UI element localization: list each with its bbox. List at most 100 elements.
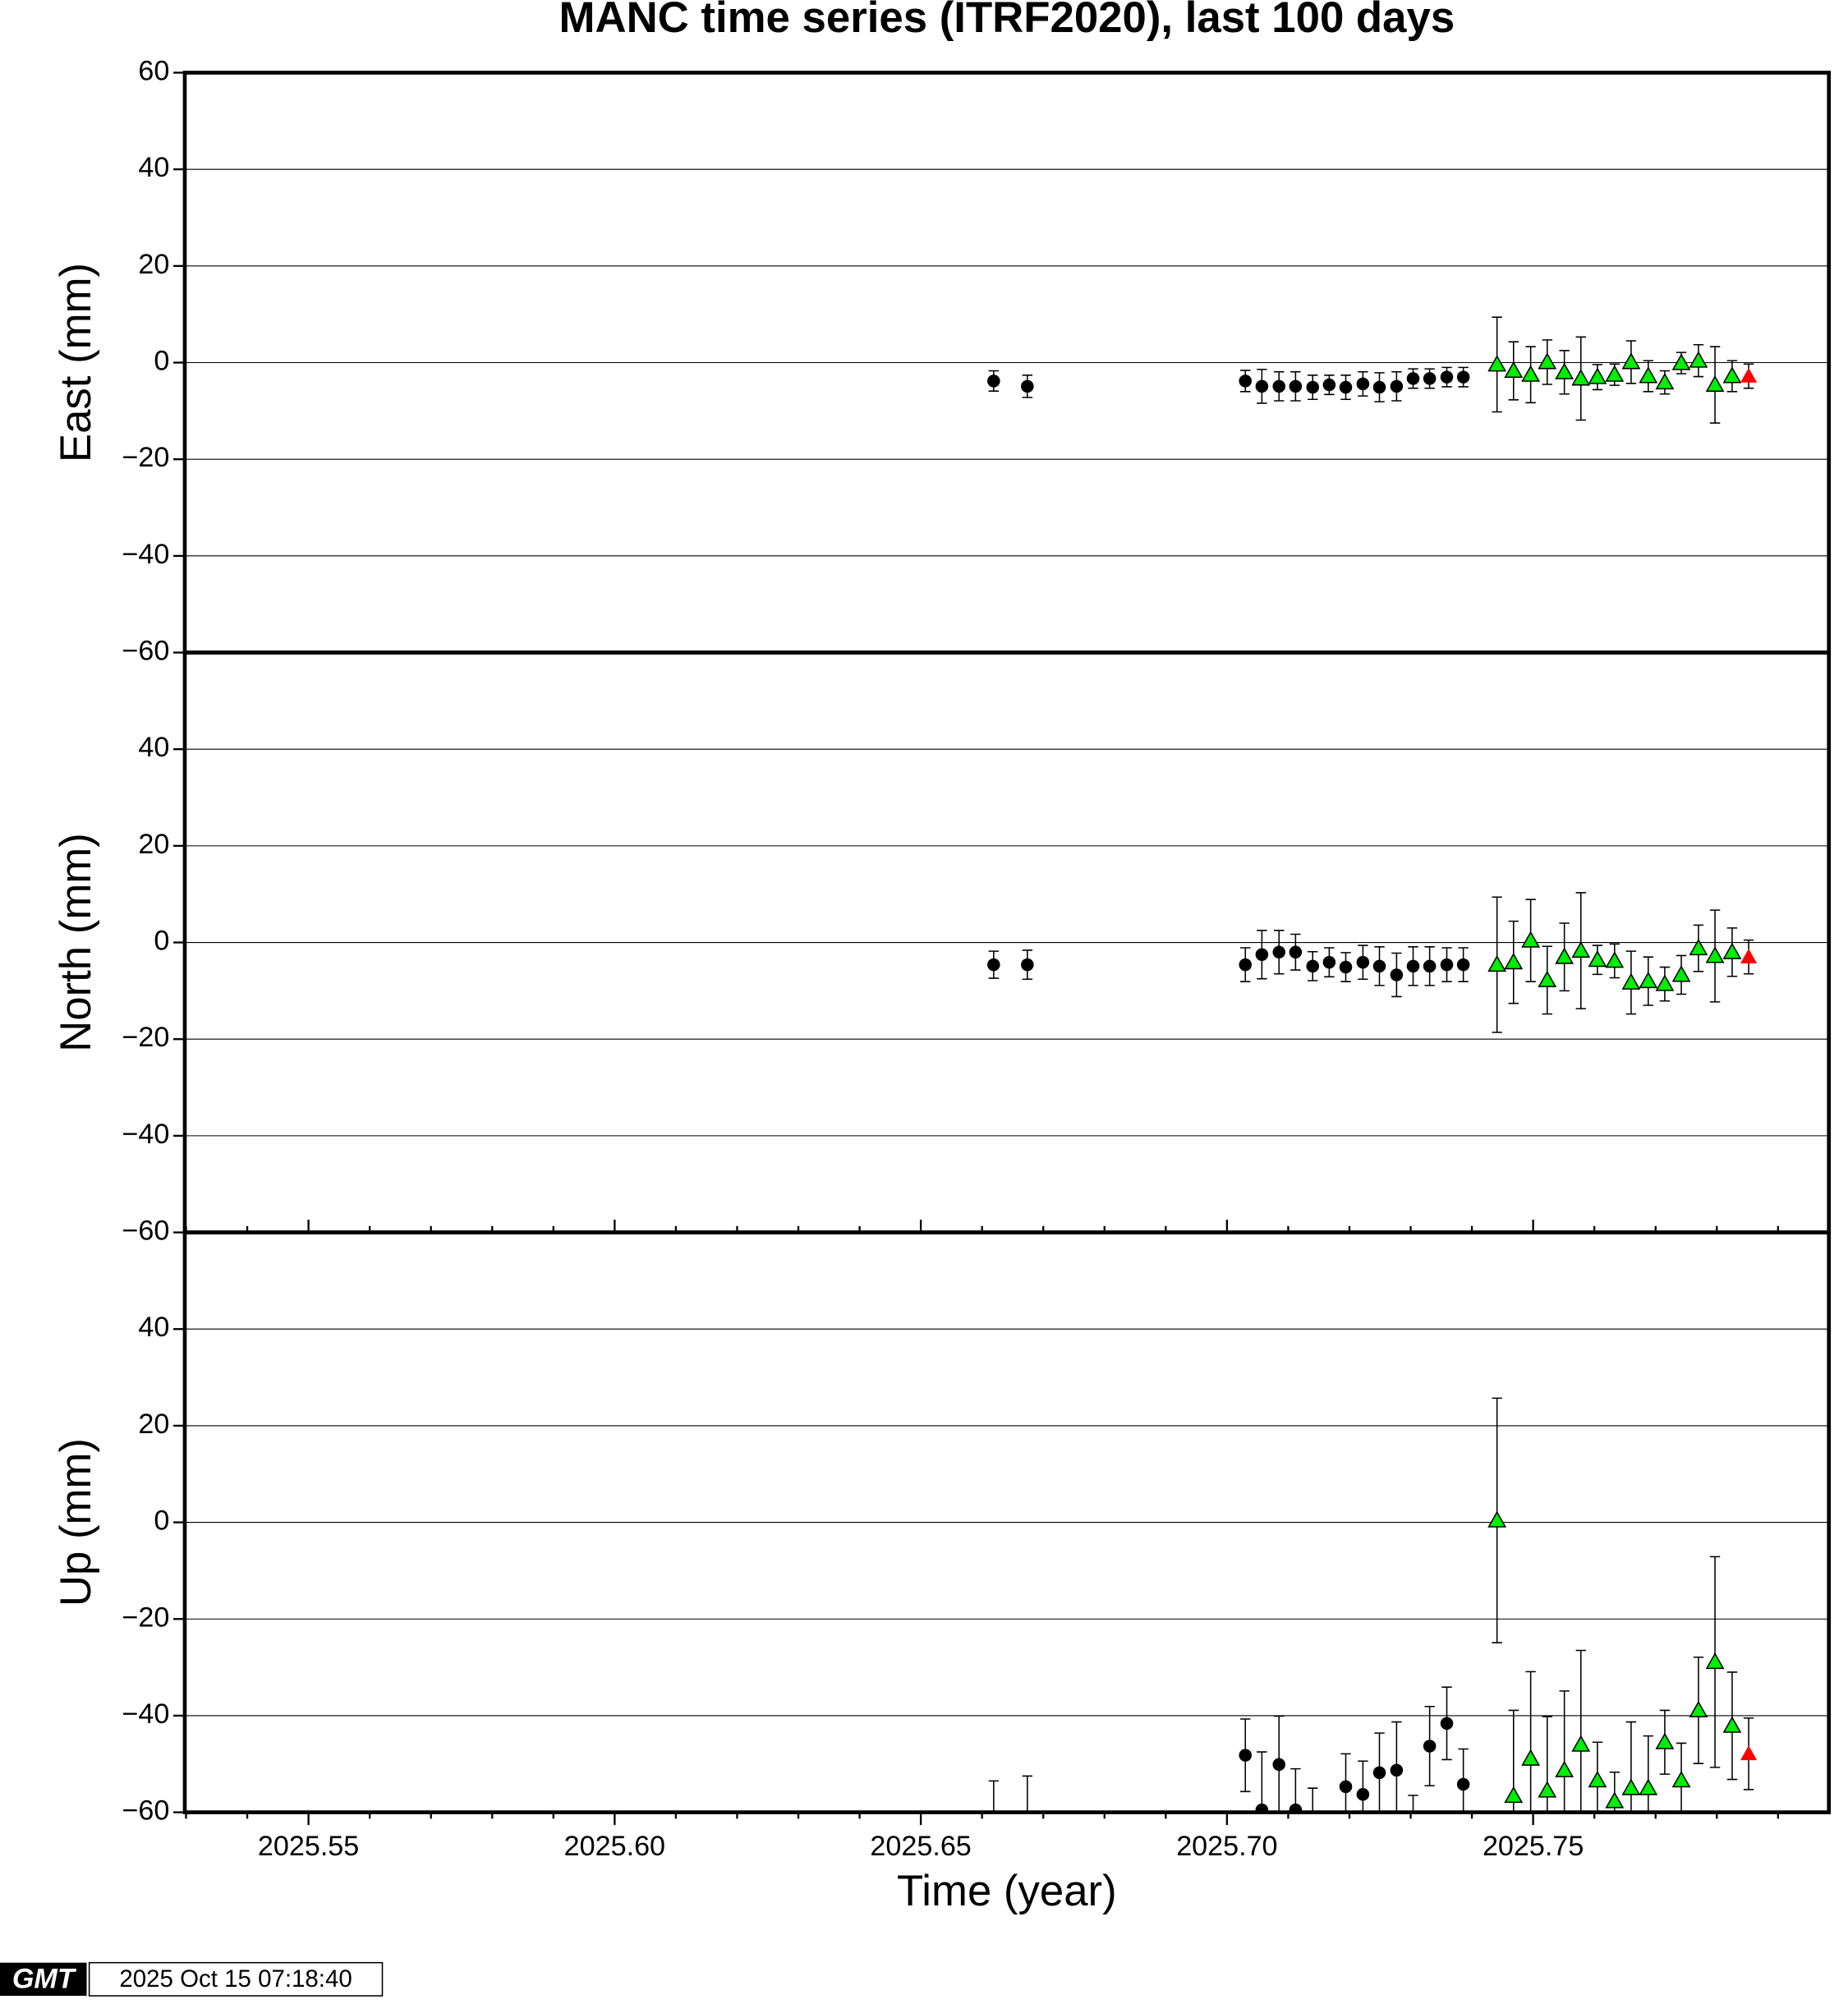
point: [1555, 947, 1574, 964]
point: [1487, 954, 1507, 972]
point: [1689, 938, 1708, 956]
point: [1655, 372, 1675, 390]
point: [1289, 379, 1303, 393]
y-axis-label: North (mm): [52, 833, 100, 1052]
point: [1372, 959, 1386, 973]
point: [1722, 1716, 1742, 1733]
point: [1689, 351, 1708, 368]
point: [1655, 1732, 1675, 1749]
error-bar: [1022, 1775, 1033, 1813]
point: [1671, 353, 1691, 370]
point: [1440, 958, 1454, 972]
point: [1456, 370, 1470, 384]
point: [1356, 955, 1370, 969]
point: [1339, 960, 1353, 974]
point: [987, 1816, 1000, 1829]
point: [1571, 1735, 1591, 1752]
point: [987, 375, 1000, 388]
point: [1322, 378, 1336, 392]
point: [1456, 1777, 1470, 1791]
point: [1740, 367, 1758, 383]
y-axis-label: East (mm): [52, 263, 100, 462]
point: [1487, 1510, 1507, 1528]
point: [1571, 369, 1591, 386]
point: [1407, 1825, 1420, 1838]
point: [987, 958, 1000, 972]
point: [1272, 379, 1286, 393]
point: [1538, 1781, 1557, 1798]
y-axis-label: Up (mm): [52, 1438, 100, 1606]
x-tick-label: 2025.55: [258, 1831, 359, 1862]
plot-area: [987, 892, 1758, 1033]
y-tick-label: 0: [154, 1505, 169, 1537]
point: [1456, 958, 1470, 972]
point: [1390, 1763, 1404, 1777]
x-tick-label: 2025.75: [1483, 1831, 1584, 1862]
point: [1538, 970, 1557, 987]
point: [1705, 375, 1725, 393]
point: [1555, 362, 1574, 379]
y-tick-label: 0: [154, 346, 169, 377]
y-tick-label: 40: [138, 152, 169, 183]
point: [1671, 1771, 1691, 1788]
point: [1621, 1778, 1641, 1795]
point: [1621, 972, 1641, 990]
point: [1423, 1740, 1437, 1753]
point: [1740, 949, 1758, 963]
point: [1339, 380, 1353, 394]
error-bar: [988, 1780, 1000, 1813]
point: [1588, 367, 1607, 384]
point: [1588, 950, 1607, 968]
point: [1339, 1780, 1353, 1794]
y-tick-label: −60: [122, 1795, 169, 1827]
y-tick-label: −20: [122, 1022, 169, 1053]
point: [1255, 948, 1269, 962]
timestamp: 2025 Oct 15 07:18:40: [119, 1965, 352, 1993]
y-tick-label: 40: [138, 1312, 169, 1343]
point: [1406, 959, 1420, 973]
y-tick-label: −40: [122, 539, 169, 570]
x-tick-label: 2025.65: [870, 1831, 971, 1862]
point: [1289, 1803, 1303, 1813]
point: [1289, 945, 1303, 959]
point: [1605, 1791, 1625, 1809]
y-tick-label: −60: [122, 1216, 169, 1247]
point: [1272, 1758, 1286, 1772]
point: [1639, 366, 1658, 384]
y-tick-label: 20: [138, 829, 169, 860]
point: [1487, 355, 1507, 372]
point: [1356, 377, 1370, 391]
error-bar: [1324, 1817, 1334, 1865]
point: [1655, 974, 1675, 991]
y-tick-label: 0: [154, 926, 169, 957]
point: [1272, 945, 1286, 959]
point: [1323, 1835, 1336, 1848]
y-tick-label: −40: [122, 1119, 169, 1150]
point: [1722, 366, 1742, 384]
point: [1356, 1788, 1370, 1801]
point: [1423, 372, 1437, 385]
logo: GMT: [12, 1963, 77, 1994]
point: [1239, 958, 1253, 972]
point: [1671, 965, 1691, 982]
logo-box: [0, 1962, 87, 1997]
y-tick-label: −20: [122, 442, 169, 473]
x-axis-label: Time (year): [897, 1867, 1117, 1915]
y-tick-label: −60: [122, 636, 169, 667]
point: [1021, 958, 1034, 972]
x-tick-label: 2025.60: [564, 1831, 665, 1862]
point: [1390, 968, 1404, 981]
point: [1390, 379, 1404, 393]
point: [1639, 1778, 1658, 1795]
point: [1740, 1745, 1758, 1761]
point: [1621, 352, 1641, 370]
point: [1705, 946, 1725, 963]
point: [1588, 1771, 1607, 1788]
error-bar: [1308, 1787, 1318, 1813]
point: [1306, 959, 1320, 973]
point: [1021, 379, 1034, 393]
x-tick-label: 2025.70: [1176, 1831, 1277, 1862]
point: [1504, 1786, 1524, 1804]
point: [1722, 942, 1742, 959]
